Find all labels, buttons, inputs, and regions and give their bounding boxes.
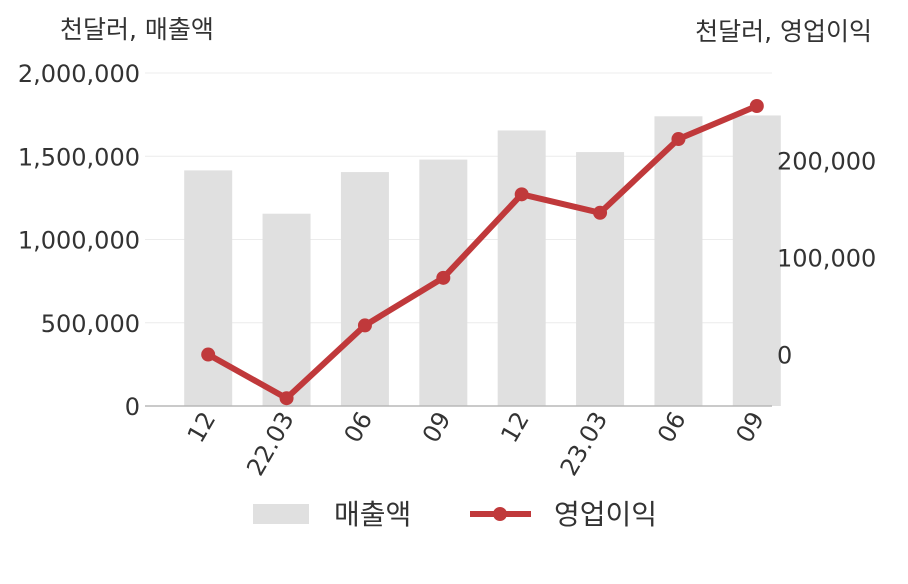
profit-point [671, 132, 686, 147]
profit-point [357, 318, 372, 333]
revenue-bar [497, 130, 546, 406]
profit-point [436, 270, 451, 285]
x-tick-label: 09 [730, 407, 770, 447]
profit-point [593, 205, 608, 220]
right-tick-label: 200,000 [777, 147, 876, 175]
right-tick-label: 100,000 [777, 244, 876, 272]
profit-line-path [205, 103, 760, 402]
revenue-bar [732, 115, 781, 407]
x-tick-label: 06 [652, 407, 692, 447]
left-tick-label: 1,500,000 [18, 143, 140, 171]
right-axis-ticks: 200,000 100,000 0 [777, 147, 876, 369]
legend-swatch-revenue [253, 504, 309, 524]
profit-point [749, 99, 764, 114]
x-tick-label: 12 [495, 407, 535, 447]
left-tick-label: 0 [125, 393, 140, 421]
left-tick-label: 2,000,000 [18, 60, 140, 88]
x-tick-label: 06 [339, 407, 379, 447]
left-tick-label: 1,000,000 [18, 227, 140, 255]
right-tick-label: 0 [777, 342, 792, 370]
x-axis-ticks: 12 22.03 06 09 12 23.03 06 09 [182, 407, 770, 481]
revenue-bar [340, 172, 389, 406]
revenue-bars [184, 115, 781, 407]
legend-label-profit: 영업이익 [554, 498, 657, 531]
profit-point [279, 391, 294, 406]
operating-profit-line [201, 99, 764, 406]
x-tick-label: 12 [182, 407, 222, 447]
x-tick-label: 09 [417, 407, 457, 447]
left-axis-ticks: 2,000,000 1,500,000 1,000,000 500,000 0 [18, 60, 140, 421]
legend: 매출액 영업이익 [253, 498, 657, 531]
left-tick-label: 500,000 [41, 310, 140, 338]
legend-swatch-profit-marker [493, 507, 507, 521]
x-tick-label: 22.03 [241, 407, 300, 481]
revenue-bar [262, 213, 311, 406]
left-axis-label: 천달러, 매출액 [60, 15, 214, 44]
profit-point [514, 187, 529, 202]
right-axis-label: 천달러, 영업이익 [695, 17, 872, 46]
revenue-bar [654, 116, 703, 406]
profit-point [201, 347, 216, 362]
legend-label-revenue: 매출액 [334, 498, 411, 531]
x-tick-label: 23.03 [555, 407, 614, 481]
revenue-bar [184, 170, 233, 406]
revenue-bar [576, 152, 625, 406]
